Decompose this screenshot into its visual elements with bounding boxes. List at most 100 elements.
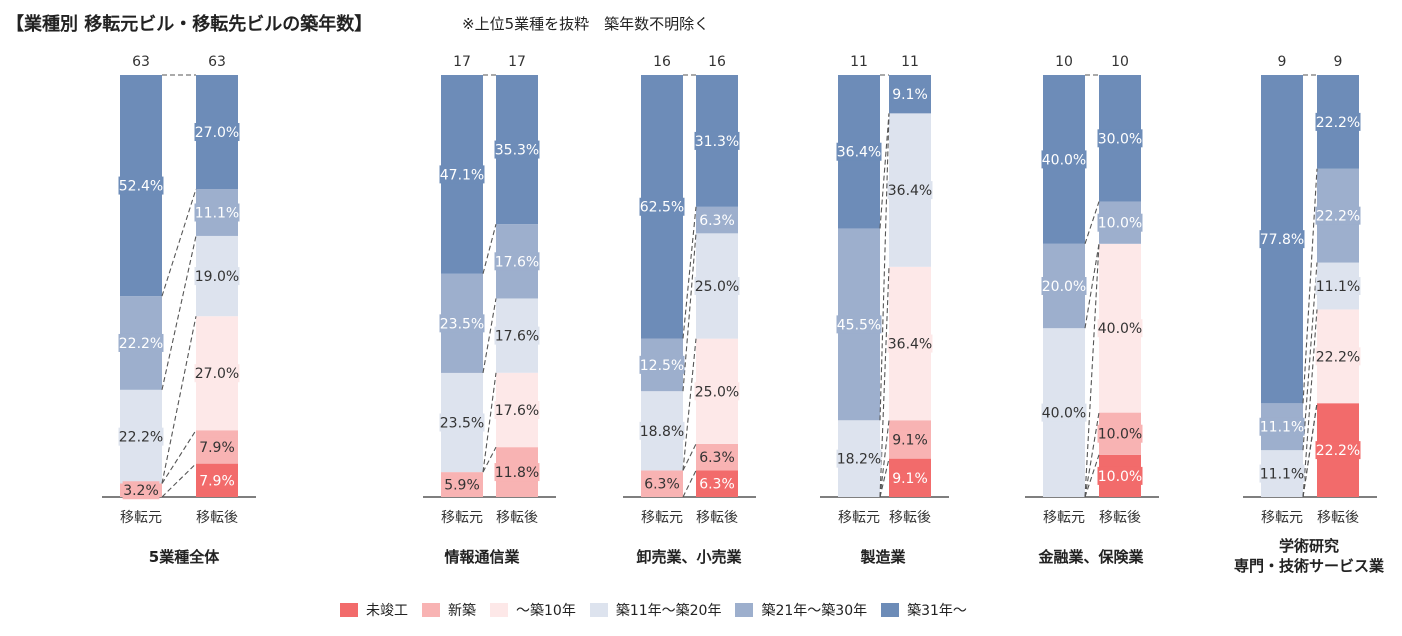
bar-group: 40.0% 20.0% 40.0% 10.0% 10.0% 40.0% 10.0% 30.0%… [1025,54,1159,566]
data-label: 22.2% [1316,115,1360,131]
bar-category-label: 移転後 [1317,510,1359,526]
bar-category-label: 移転元 [1261,510,1303,526]
total-label: 10 [1111,54,1129,70]
connector-line [1084,412,1100,498]
group-name: 5業種全体 [149,548,220,566]
data-label: 11.8% [495,465,539,481]
data-label: 10.0% [1098,216,1142,232]
connector-line [161,235,197,390]
data-label-bg [694,131,740,150]
data-label-bg [198,471,236,490]
data-label: 12.5% [640,358,684,374]
chart-note: ※上位5業種を抜粋 築年数不明除く [462,15,710,33]
bar-category-label: 移転元 [838,510,880,526]
group-name: 専門・技術サービス業 [1234,557,1385,575]
bar-category-label: 移転元 [641,510,683,526]
data-label-bg [694,382,740,401]
connector-line [879,113,890,421]
data-label: 36.4% [888,337,932,353]
data-label-bg [1315,277,1361,295]
data-label: 9.1% [892,432,928,448]
legend-item: ～築10年 [490,600,576,620]
data-label: 11.1% [195,205,239,221]
data-label-bg [1097,466,1143,485]
data-label-bg [698,474,736,493]
data-label: 77.8% [1260,232,1304,248]
data-label-bg [1315,206,1361,225]
legend-label: 築21年～築30年 [761,603,868,619]
data-label: 9.1% [892,87,928,103]
legend-item: 築31年～ [881,600,967,620]
data-label-bg [1315,112,1361,131]
group-name: 製造業 [859,548,906,566]
data-label-bg [1041,150,1087,169]
legend-label: 築31年～ [907,603,967,619]
connector-line [1084,243,1100,329]
data-label-bg [1041,277,1087,295]
data-label: 17.6% [495,403,539,419]
data-label: 18.8% [640,424,684,440]
data-label-bg [639,197,685,216]
data-label-bg [494,140,540,159]
bar-category-label: 移転後 [496,510,538,526]
data-label-bg [194,123,240,142]
bar-group: 18.2% 45.5% 36.4% 9.1% 9.1% 36.4% 36.4% 9.1% 11 1… [820,54,949,566]
group-name: 情報通信業 [444,548,520,566]
bar-group: 11.1% 11.1% 77.8% 22.2% 22.2% 11.1% 22.2% 22.2%… [1234,54,1385,575]
data-label-bg [694,277,740,295]
data-label-bg [891,85,929,104]
total-label: 9 [1278,54,1287,70]
total-label: 10 [1055,54,1073,70]
data-label-bg [643,474,681,493]
data-label: 11.1% [1316,279,1360,295]
data-label-bg [439,413,485,432]
data-label: 40.0% [1098,321,1142,337]
total-label: 16 [653,54,671,70]
legend-swatch [340,603,358,617]
data-label-bg [1041,403,1087,422]
bar-group: 3.2% 22.2% 22.2% 52.4% 7.9% 7.9% 27.0% 19.0% 11.… [102,54,256,566]
legend-swatch [735,603,754,617]
legend: 未竣工 新築 ～築10年 築11年～築20年 築21年～築30年 築31年～ [340,600,981,620]
legend-item: 未竣工 [340,600,408,620]
data-label-bg [698,211,736,230]
data-label-bg [494,400,540,419]
data-label-bg [1259,464,1305,483]
bar-category-label: 移転元 [120,510,162,526]
legend-item: 新築 [422,600,476,620]
bar-group: 5.9% 23.5% 23.5% 47.1% 11.8% 17.6% 17.6% 17.6% 3… [423,54,556,566]
data-label-bg [887,181,933,200]
data-label: 22.2% [119,430,163,446]
connector-line [879,266,890,498]
data-label-bg [118,176,164,195]
data-label: 18.2% [837,452,881,468]
data-label-bg [118,427,164,446]
data-label: 23.5% [440,416,484,432]
data-label: 10.0% [1098,427,1142,443]
data-label: 22.2% [119,336,163,352]
data-label-bg [439,165,485,184]
connector-line [161,316,197,484]
chart-title: 【業種別 移転元ビル・移転先ビルの築年数】 [6,14,373,35]
bar-category-label: 移転元 [1043,510,1085,526]
legend-swatch [589,603,608,617]
data-label: 5.9% [444,478,480,494]
data-label-bg [891,468,929,487]
data-label: 31.3% [695,134,739,150]
group-name: 金融業、保険業 [1037,548,1144,566]
legend-label: 新築 [448,603,476,619]
data-label: 40.0% [1042,406,1086,422]
data-label-bg [1259,417,1305,436]
bar-category-label: 移転元 [441,510,483,526]
connector-line [682,206,697,339]
data-label-bg [1315,347,1361,366]
connector-line [482,446,497,473]
data-label: 35.3% [495,143,539,159]
data-label: 27.0% [195,125,239,141]
data-label-bg [122,481,160,500]
legend-item: 築11年～築20年 [589,600,721,620]
data-label: 6.3% [699,450,735,466]
total-label: 9 [1334,54,1343,70]
data-label-bg [639,355,685,374]
